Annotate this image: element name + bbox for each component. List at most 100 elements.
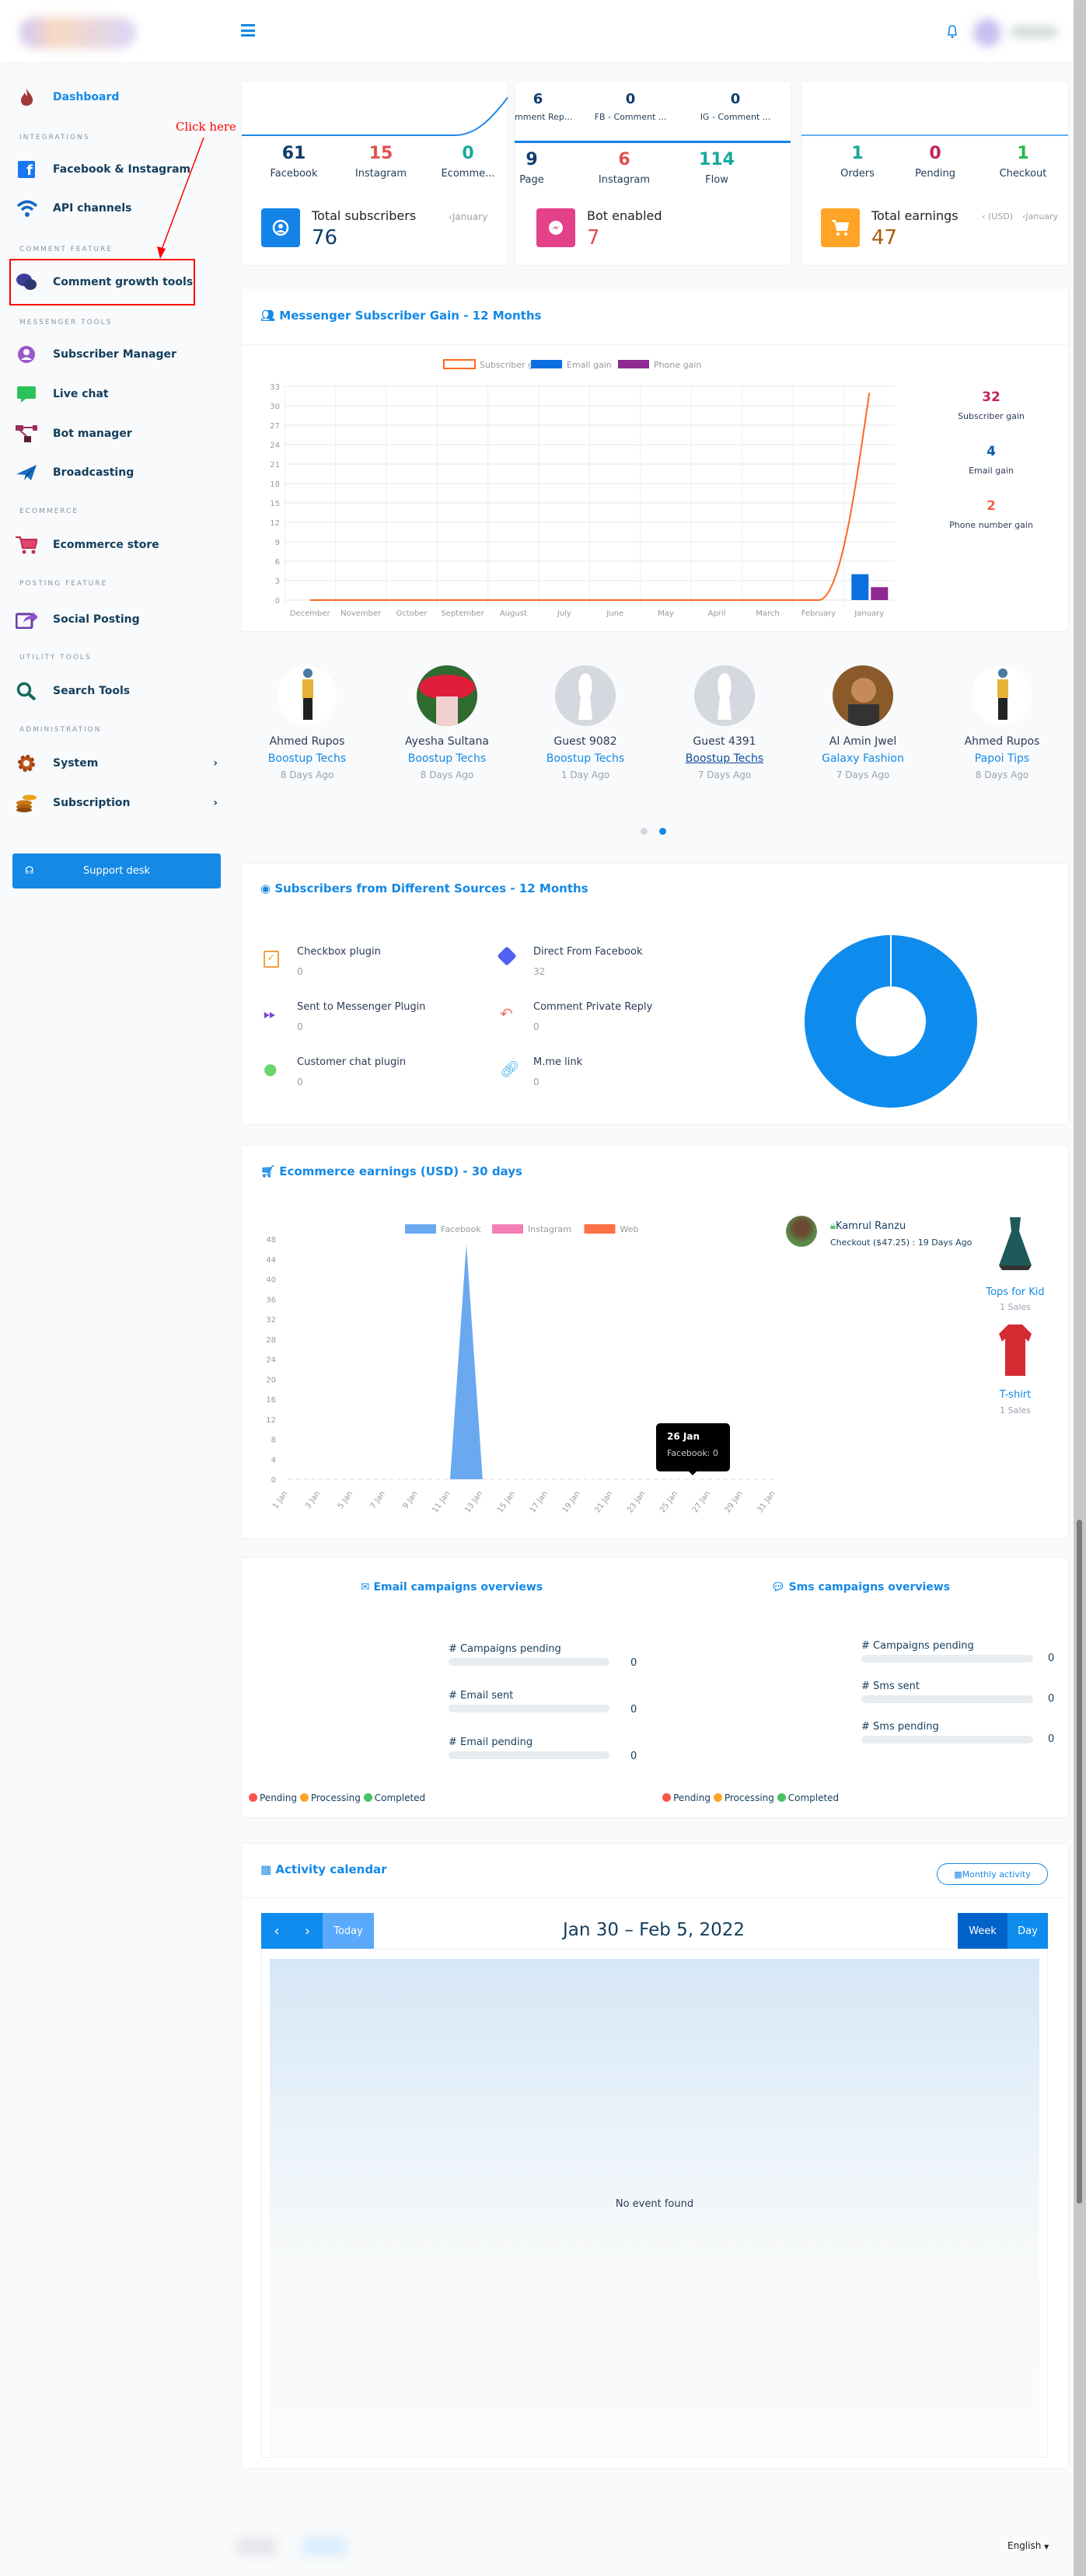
facebook-icon: f xyxy=(16,160,37,179)
pending-stat: 0 Pending xyxy=(915,144,955,180)
next-week-button[interactable]: › xyxy=(292,1913,323,1949)
product-name[interactable]: T-shirt xyxy=(999,1389,1032,1401)
subscriber-card[interactable]: Ayesha Sultana Boostup Techs 8 Days Ago xyxy=(389,665,505,780)
subscriber-card[interactable]: Guest 9082 Boostup Techs 1 Day Ago xyxy=(527,665,644,780)
scrollbar-thumb[interactable] xyxy=(1077,1520,1082,2204)
bot-summary-card: 6Comment Rep... 0FB - Comment ... 0IG - … xyxy=(514,81,791,266)
sidebar-item-system[interactable]: System › xyxy=(16,749,218,777)
legend-label[interactable]: Facebook xyxy=(441,1224,481,1234)
sms-icon: 💬︎ xyxy=(770,1581,789,1593)
envelope-icon: ✉ xyxy=(360,1581,374,1593)
chart-tooltip: 26 Jan Facebook: 0 xyxy=(656,1423,730,1475)
legend-label[interactable]: Instagram xyxy=(528,1224,571,1234)
sidebar-item-label: Social Posting xyxy=(53,613,140,626)
y-tick-label: 18 xyxy=(270,480,280,489)
bell-icon[interactable] xyxy=(947,25,958,39)
subscriber-card[interactable]: Guest 4391 Boostup Techs 7 Days Ago xyxy=(666,665,783,780)
product-name[interactable]: Tops for Kid xyxy=(986,1286,1045,1298)
legend-swatch[interactable] xyxy=(531,360,562,368)
sidebar-item-label: Search Tools xyxy=(53,685,131,697)
y-tick-label: 0 xyxy=(271,1476,276,1485)
calendar-icon: ▦ xyxy=(954,1869,962,1880)
sidebar-item-live-chat[interactable]: Live chat xyxy=(16,380,218,408)
legend-swatch[interactable] xyxy=(405,1224,436,1234)
footer-link[interactable] xyxy=(303,2538,346,2555)
legend-swatch[interactable] xyxy=(443,359,476,369)
sms-legend: Pending Processing Completed xyxy=(662,1792,839,1803)
source-value: 0 xyxy=(297,966,303,977)
subscriber-page-link[interactable]: Boostup Techs xyxy=(407,752,487,765)
messenger-gain-chart: 0 3 6 9 12 15 18 21 24 27 30 33 December November Octo… xyxy=(270,359,895,618)
sources-card: ◉ Subscribers from Different Sources - 1… xyxy=(241,863,1069,1125)
carousel-dot[interactable] xyxy=(641,828,648,835)
legend-swatch[interactable] xyxy=(492,1224,523,1234)
sidebar-item-ecommerce-store[interactable]: Ecommerce store xyxy=(16,531,218,559)
annotation-arrow xyxy=(157,137,204,259)
language-selector[interactable]: English ▼ xyxy=(1007,2540,1049,2551)
legend-swatch[interactable] xyxy=(618,360,649,368)
section-label: INTEGRATIONS xyxy=(19,134,90,141)
x-tick-label: December xyxy=(290,609,331,618)
x-tick-label: 15 Jan xyxy=(496,1489,517,1514)
sidebar-item-search-tools[interactable]: Search Tools xyxy=(16,677,218,705)
legend-dot xyxy=(249,1793,257,1802)
legend-label[interactable]: Email gain xyxy=(567,360,612,370)
no-event-message: No event found xyxy=(615,2198,694,2210)
source-value: 32 xyxy=(533,966,546,977)
legend-label[interactable]: Phone gain xyxy=(654,360,701,370)
source-label: Sent to Messenger Plugin xyxy=(297,1001,426,1013)
sidebar-item-api-channels[interactable]: API channels xyxy=(16,194,218,222)
sidebar-item-facebook-instagram[interactable]: f Facebook & Instagram xyxy=(16,155,218,183)
subscriber-page-link[interactable]: Boostup Techs xyxy=(546,752,625,765)
sidebar-item-bot-manager[interactable]: Bot manager xyxy=(16,420,218,448)
buyer-avatar xyxy=(786,1216,817,1247)
carousel-dot-active[interactable] xyxy=(659,828,666,835)
app-logo[interactable] xyxy=(19,17,136,48)
day-view-button[interactable]: Day xyxy=(1007,1913,1048,1949)
sidebar-item-label: Dashboard xyxy=(53,91,120,103)
y-tick-label: 36 xyxy=(266,1296,276,1304)
subscriber-name: Guest 4391 xyxy=(693,735,756,748)
subscriber-card[interactable]: Al Amin Jwel Galaxy Fashion 7 Days Ago xyxy=(805,665,921,780)
subscriber-name: Al Amin Jwel xyxy=(829,735,897,748)
subscriber-page-link[interactable]: Boostup Techs xyxy=(267,752,347,765)
ig-comment-stat: 0 IG - Comment ... xyxy=(700,91,771,122)
activity-calendar-card: ▦ Activity calendar ▦ Monthly activity ‹… xyxy=(241,1843,1070,2469)
line-subscriber-gain[interactable] xyxy=(309,393,871,601)
sidebar-item-subscriber-manager[interactable]: Subscriber Manager xyxy=(16,340,218,368)
sidebar-item-comment-growth-tools[interactable]: Comment growth tools xyxy=(16,268,218,296)
section-label: POSTING FEATURE xyxy=(19,580,108,588)
subscriber-page-link[interactable]: Boostup Techs xyxy=(685,752,764,765)
support-desk-button[interactable]: ☊ Support desk xyxy=(12,853,221,888)
user-circle-icon xyxy=(261,208,300,247)
week-view-button[interactable]: Week xyxy=(958,1913,1007,1949)
sidebar-item-dashboard[interactable]: Dashboard xyxy=(16,83,218,111)
sidebar-item-social-posting[interactable]: Social Posting xyxy=(16,606,218,634)
total-earnings-value: 47 xyxy=(871,226,898,250)
legend-swatch[interactable] xyxy=(584,1224,616,1234)
sms-stat-value: 0 xyxy=(1048,1693,1055,1705)
sidebar-item-subscription[interactable]: Subscription › xyxy=(16,789,218,817)
donut-slice[interactable] xyxy=(804,935,977,1108)
today-button[interactable]: Today xyxy=(323,1913,374,1949)
user-name[interactable] xyxy=(1011,26,1057,37)
subscriber-page-link[interactable]: Galaxy Fashion xyxy=(822,752,904,765)
scrollbar[interactable] xyxy=(1074,0,1086,2576)
user-avatar[interactable] xyxy=(973,19,1001,47)
y-tick-label: 16 xyxy=(266,1396,276,1405)
subscriber-time: 8 Days Ago xyxy=(420,770,474,780)
bar-email-gain[interactable] xyxy=(851,574,869,600)
legend-label[interactable]: Subscriber gain xyxy=(480,360,546,370)
sidebar-item-broadcasting[interactable]: Broadcasting xyxy=(16,459,218,487)
legend-label[interactable]: Web xyxy=(620,1224,639,1234)
subscriber-card[interactable]: Ahmed Rupos Papoi Tips 8 Days Ago xyxy=(944,665,1060,780)
bar-phone-gain[interactable] xyxy=(871,587,889,600)
buyer-name[interactable]: 🔒︎Kamrul Ranzu xyxy=(830,1220,906,1232)
subscriber-page-link[interactable]: Papoi Tips xyxy=(974,752,1030,765)
x-tick-label: October xyxy=(396,609,428,618)
monthly-activity-button[interactable]: ▦ Monthly activity xyxy=(937,1863,1048,1885)
prev-week-button[interactable]: ‹ xyxy=(261,1913,292,1949)
hamburger-icon[interactable] xyxy=(241,24,255,37)
subscriber-card[interactable]: Ahmed Rupos Boostup Techs 8 Days Ago xyxy=(249,665,365,780)
headset-icon: ☊ xyxy=(25,865,34,877)
